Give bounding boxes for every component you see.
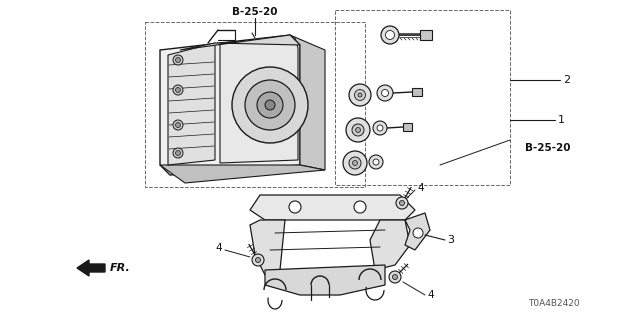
Polygon shape bbox=[290, 35, 325, 170]
Polygon shape bbox=[265, 265, 385, 295]
Circle shape bbox=[369, 155, 383, 169]
Text: 3: 3 bbox=[447, 235, 454, 245]
Text: 4: 4 bbox=[427, 290, 434, 300]
Circle shape bbox=[413, 228, 423, 238]
Polygon shape bbox=[220, 38, 298, 163]
Circle shape bbox=[385, 30, 394, 39]
Text: 4: 4 bbox=[216, 243, 222, 253]
Circle shape bbox=[173, 85, 183, 95]
FancyArrow shape bbox=[77, 260, 105, 276]
Circle shape bbox=[232, 67, 308, 143]
Circle shape bbox=[173, 120, 183, 130]
Polygon shape bbox=[250, 195, 415, 220]
Polygon shape bbox=[405, 213, 430, 250]
Circle shape bbox=[245, 80, 295, 130]
Circle shape bbox=[373, 159, 379, 165]
Circle shape bbox=[392, 275, 397, 279]
Circle shape bbox=[381, 26, 399, 44]
Circle shape bbox=[355, 90, 365, 100]
Circle shape bbox=[175, 123, 180, 127]
Polygon shape bbox=[180, 35, 300, 50]
Text: B-25-20: B-25-20 bbox=[525, 143, 570, 153]
Circle shape bbox=[355, 127, 360, 132]
Text: B-25-20: B-25-20 bbox=[232, 7, 278, 17]
Circle shape bbox=[175, 150, 180, 156]
Circle shape bbox=[289, 201, 301, 213]
Bar bbox=[412, 88, 422, 96]
Polygon shape bbox=[160, 35, 300, 175]
Polygon shape bbox=[168, 43, 215, 165]
Text: 2: 2 bbox=[563, 75, 570, 85]
Circle shape bbox=[396, 197, 408, 209]
Circle shape bbox=[389, 271, 401, 283]
Bar bbox=[420, 30, 432, 40]
Circle shape bbox=[173, 148, 183, 158]
Text: 1: 1 bbox=[558, 115, 565, 125]
Bar bbox=[403, 123, 412, 131]
Circle shape bbox=[358, 93, 362, 97]
Bar bbox=[335, 10, 510, 185]
Circle shape bbox=[399, 201, 404, 205]
Circle shape bbox=[381, 90, 388, 97]
Text: FR.: FR. bbox=[110, 263, 131, 273]
Circle shape bbox=[175, 87, 180, 92]
Polygon shape bbox=[160, 165, 325, 183]
Circle shape bbox=[343, 151, 367, 175]
Circle shape bbox=[354, 201, 366, 213]
Circle shape bbox=[352, 124, 364, 136]
Polygon shape bbox=[250, 220, 285, 275]
Circle shape bbox=[349, 157, 361, 169]
Text: 4: 4 bbox=[417, 183, 424, 193]
Circle shape bbox=[265, 100, 275, 110]
Circle shape bbox=[377, 125, 383, 131]
Text: T0A4B2420: T0A4B2420 bbox=[529, 299, 580, 308]
Circle shape bbox=[373, 121, 387, 135]
Polygon shape bbox=[370, 220, 410, 270]
Circle shape bbox=[255, 258, 260, 262]
Circle shape bbox=[349, 84, 371, 106]
Circle shape bbox=[257, 92, 283, 118]
Circle shape bbox=[252, 254, 264, 266]
Bar bbox=[145, 22, 365, 187]
Circle shape bbox=[175, 58, 180, 62]
Circle shape bbox=[353, 161, 358, 165]
Circle shape bbox=[346, 118, 370, 142]
Circle shape bbox=[377, 85, 393, 101]
Circle shape bbox=[173, 55, 183, 65]
